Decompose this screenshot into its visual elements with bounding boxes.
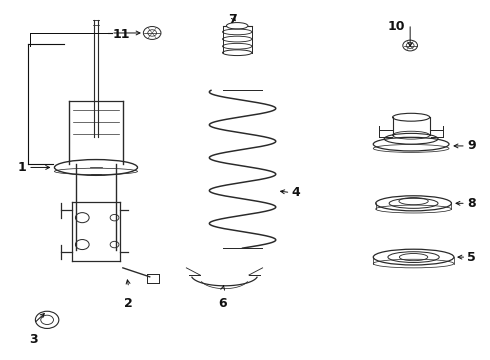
Text: 11: 11: [112, 28, 129, 41]
Text: 7: 7: [228, 13, 237, 26]
Text: 1: 1: [17, 161, 26, 174]
Text: 6: 6: [219, 297, 227, 310]
Text: 4: 4: [292, 186, 300, 199]
Text: 9: 9: [467, 139, 476, 152]
Text: 2: 2: [124, 297, 133, 310]
Text: 5: 5: [467, 251, 476, 264]
Text: 3: 3: [29, 333, 38, 346]
Text: 8: 8: [467, 197, 476, 210]
Text: 10: 10: [388, 21, 405, 33]
